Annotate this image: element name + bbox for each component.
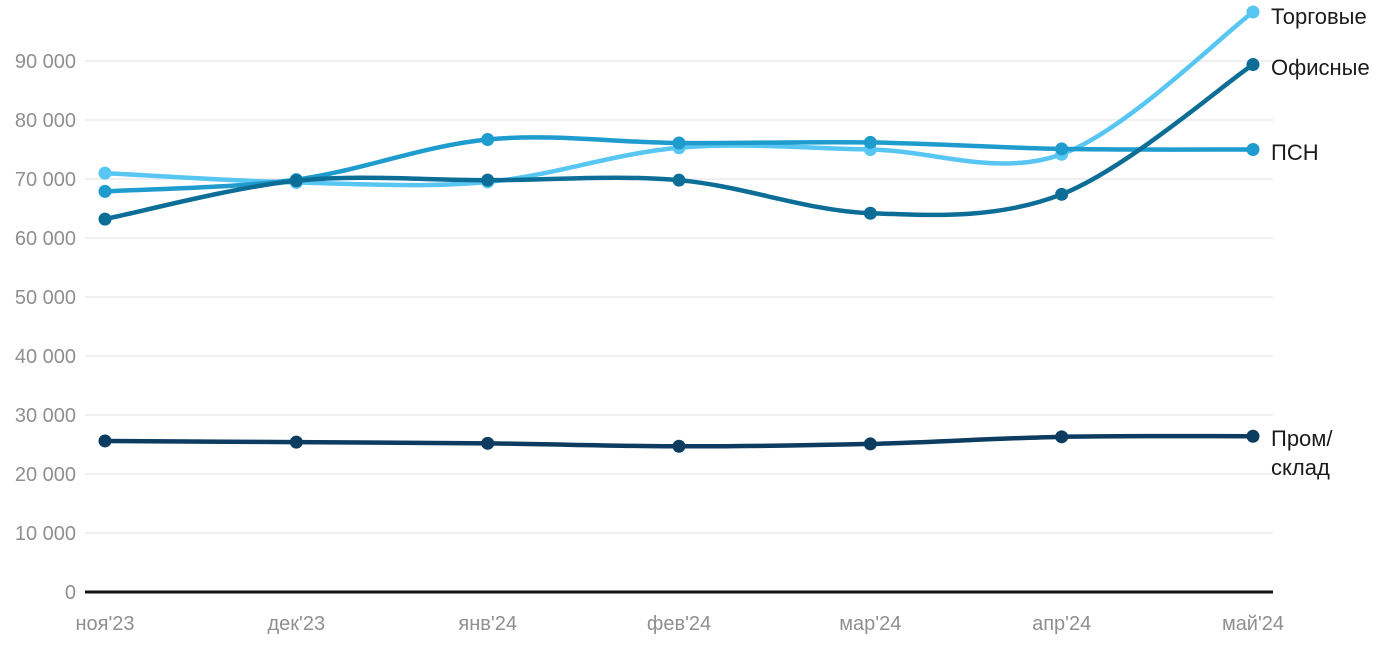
data-point-ofisnye[interactable] [1246,58,1260,72]
data-point-prom-sklad[interactable] [289,435,303,449]
data-point-prom-sklad[interactable] [1055,430,1069,444]
x-tick-label: май'24 [1222,613,1284,635]
y-tick-label: 0 [65,582,76,604]
data-point-ofisnye[interactable] [98,212,112,226]
y-tick-label: 20 000 [15,464,76,486]
data-point-psn[interactable] [672,136,686,150]
data-point-ofisnye[interactable] [289,174,303,188]
y-tick-label: 10 000 [15,523,76,545]
data-point-prom-sklad[interactable] [481,436,495,450]
y-tick-label: 70 000 [15,169,76,191]
data-point-prom-sklad[interactable] [98,434,112,448]
x-tick-label: ноя'23 [75,613,134,635]
data-point-psn[interactable] [1055,142,1069,156]
data-point-prom-sklad[interactable] [863,437,877,451]
legend-label-torgovye: Торговые [1271,4,1367,29]
x-tick-label: мар'24 [839,613,901,635]
data-point-torgovye[interactable] [1246,5,1260,19]
data-point-prom-sklad[interactable] [672,439,686,453]
data-point-ofisnye[interactable] [1055,187,1069,201]
data-point-ofisnye[interactable] [863,206,877,220]
data-point-prom-sklad[interactable] [1246,429,1260,443]
x-tick-label: янв'24 [458,613,517,635]
data-point-ofisnye[interactable] [672,173,686,187]
y-tick-label: 90 000 [15,51,76,73]
y-tick-label: 30 000 [15,405,76,427]
legend-label-psn: ПСН [1271,139,1319,165]
data-point-psn[interactable] [481,132,495,146]
x-tick-label: фев'24 [647,613,711,635]
y-tick-label: 50 000 [15,287,76,309]
data-point-psn[interactable] [863,135,877,149]
data-point-psn[interactable] [98,184,112,198]
x-tick-label: дек'23 [268,613,326,635]
x-tick-label: апр'24 [1032,613,1091,635]
data-point-psn[interactable] [1246,143,1260,156]
y-tick-label: 40 000 [15,346,76,368]
legend-label-prom-sklad: Пром/ склад [1271,426,1333,481]
y-tick-label: 60 000 [15,228,76,250]
data-point-torgovye[interactable] [98,166,112,180]
data-point-ofisnye[interactable] [481,173,495,187]
legend-label-ofisnye: Офисные [1271,54,1370,80]
series-line-torgovye [102,9,1256,188]
y-tick-label: 80 000 [15,110,76,132]
